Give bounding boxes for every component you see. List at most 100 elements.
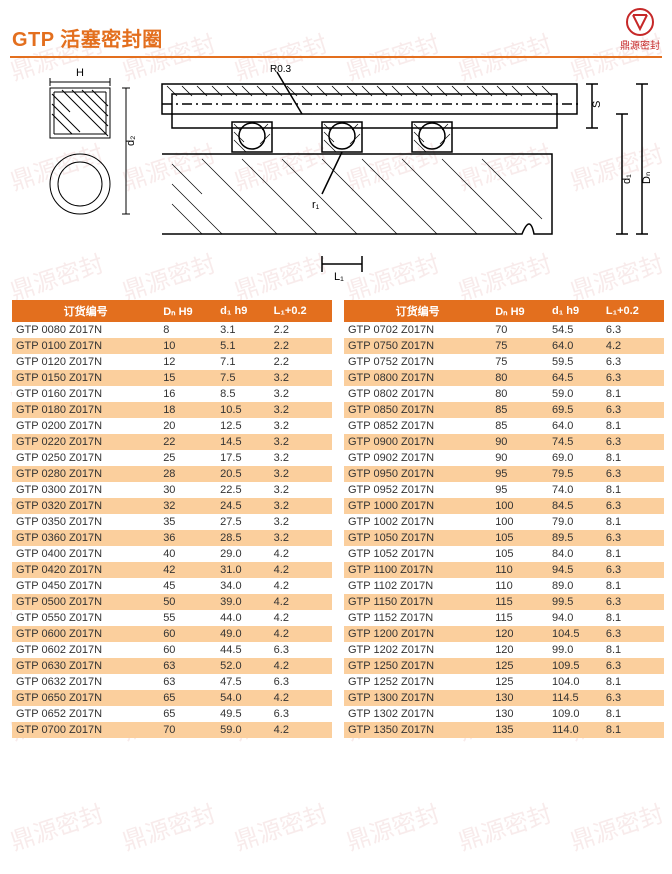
- cell-code: GTP 0320 Z017N: [12, 498, 159, 514]
- col-d1: d₁ h9: [548, 300, 602, 322]
- cell-l1: 6.3: [602, 402, 664, 418]
- table-row: GTP 1100 Z017N11094.56.3: [344, 562, 664, 578]
- table-row: GTP 0900 Z017N9074.56.3: [344, 434, 664, 450]
- table-row: GTP 0320 Z017N3224.53.2: [12, 498, 332, 514]
- table-row: GTP 0752 Z017N7559.56.3: [344, 354, 664, 370]
- cell-d1: 7.1: [216, 354, 270, 370]
- cell-dn: 18: [159, 402, 216, 418]
- table-row: GTP 0200 Z017N2012.53.2: [12, 418, 332, 434]
- cell-code: GTP 1152 Z017N: [344, 610, 491, 626]
- cell-l1: 3.2: [270, 530, 332, 546]
- table-row: GTP 1250 Z017N125109.56.3: [344, 658, 664, 674]
- table-row: GTP 0400 Z017N4029.04.2: [12, 546, 332, 562]
- cell-d1: 64.0: [548, 418, 602, 434]
- svg-text:Dₙ: Dₙ: [641, 172, 653, 184]
- cell-l1: 8.1: [602, 674, 664, 690]
- cell-l1: 3.2: [270, 466, 332, 482]
- cell-l1: 6.3: [602, 354, 664, 370]
- table-row: GTP 0600 Z017N6049.04.2: [12, 626, 332, 642]
- cell-code: GTP 0180 Z017N: [12, 402, 159, 418]
- cell-dn: 28: [159, 466, 216, 482]
- table-row: GTP 1002 Z017N10079.08.1: [344, 514, 664, 530]
- cell-d1: 74.5: [548, 434, 602, 450]
- cell-d1: 34.0: [216, 578, 270, 594]
- table-row: GTP 0750 Z017N7564.04.2: [344, 338, 664, 354]
- cell-d1: 84.0: [548, 546, 602, 562]
- cell-code: GTP 1000 Z017N: [344, 498, 491, 514]
- table-row: GTP 0160 Z017N168.53.2: [12, 386, 332, 402]
- table-row: GTP 0630 Z017N6352.04.2: [12, 658, 332, 674]
- cell-code: GTP 0750 Z017N: [344, 338, 491, 354]
- table-row: GTP 1302 Z017N130109.08.1: [344, 706, 664, 722]
- cell-d1: 69.5: [548, 402, 602, 418]
- cell-d1: 109.5: [548, 658, 602, 674]
- table-row: GTP 1000 Z017N10084.56.3: [344, 498, 664, 514]
- table-row: GTP 0250 Z017N2517.53.2: [12, 450, 332, 466]
- cell-d1: 99.0: [548, 642, 602, 658]
- cell-code: GTP 0702 Z017N: [344, 322, 491, 338]
- logo-icon: [626, 8, 654, 36]
- table-row: GTP 0700 Z017N7059.04.2: [12, 722, 332, 738]
- cell-code: GTP 0450 Z017N: [12, 578, 159, 594]
- cell-l1: 2.2: [270, 322, 332, 338]
- cell-code: GTP 1150 Z017N: [344, 594, 491, 610]
- cell-code: GTP 0550 Z017N: [12, 610, 159, 626]
- cell-dn: 95: [491, 466, 548, 482]
- cell-l1: 6.3: [602, 658, 664, 674]
- cell-l1: 6.3: [602, 466, 664, 482]
- cell-d1: 29.0: [216, 546, 270, 562]
- cell-dn: 10: [159, 338, 216, 354]
- technical-diagram: H d₂: [22, 64, 658, 296]
- cell-code: GTP 0850 Z017N: [344, 402, 491, 418]
- col-code: 订货编号: [12, 300, 159, 322]
- table-row: GTP 0500 Z017N5039.04.2: [12, 594, 332, 610]
- cell-dn: 115: [491, 610, 548, 626]
- cell-code: GTP 1250 Z017N: [344, 658, 491, 674]
- cell-d1: 3.1: [216, 322, 270, 338]
- cell-dn: 65: [159, 706, 216, 722]
- table-row: GTP 0850 Z017N8569.56.3: [344, 402, 664, 418]
- cell-l1: 4.2: [270, 690, 332, 706]
- cell-d1: 59.5: [548, 354, 602, 370]
- table-row: GTP 1350 Z017N135114.08.1: [344, 722, 664, 738]
- cell-dn: 130: [491, 690, 548, 706]
- table-row: GTP 0632 Z017N6347.56.3: [12, 674, 332, 690]
- cell-l1: 4.2: [602, 338, 664, 354]
- spec-tables: 订货编号 Dₙ H9 d₁ h9 L₁+0.2 GTP 0080 Z017N83…: [0, 300, 672, 746]
- page-title: GTP 活塞密封圈: [12, 23, 163, 52]
- cell-d1: 99.5: [548, 594, 602, 610]
- table-row: GTP 0702 Z017N7054.56.3: [344, 322, 664, 338]
- cell-code: GTP 0220 Z017N: [12, 434, 159, 450]
- cell-dn: 125: [491, 658, 548, 674]
- cell-d1: 49.0: [216, 626, 270, 642]
- cell-l1: 6.3: [602, 498, 664, 514]
- cell-d1: 12.5: [216, 418, 270, 434]
- col-dn: Dₙ H9: [491, 300, 548, 322]
- cell-l1: 6.3: [602, 594, 664, 610]
- col-code: 订货编号: [344, 300, 491, 322]
- cell-d1: 31.0: [216, 562, 270, 578]
- cell-code: GTP 1252 Z017N: [344, 674, 491, 690]
- table-row: GTP 1050 Z017N10589.56.3: [344, 530, 664, 546]
- cell-dn: 50: [159, 594, 216, 610]
- cell-dn: 8: [159, 322, 216, 338]
- cell-d1: 52.0: [216, 658, 270, 674]
- table-row: GTP 0350 Z017N3527.53.2: [12, 514, 332, 530]
- table-row: GTP 1200 Z017N120104.56.3: [344, 626, 664, 642]
- cell-d1: 47.5: [216, 674, 270, 690]
- cell-dn: 100: [491, 514, 548, 530]
- cell-l1: 8.1: [602, 514, 664, 530]
- cell-code: GTP 0350 Z017N: [12, 514, 159, 530]
- cell-dn: 60: [159, 626, 216, 642]
- cell-dn: 45: [159, 578, 216, 594]
- cell-d1: 59.0: [216, 722, 270, 738]
- cell-l1: 3.2: [270, 514, 332, 530]
- cell-code: GTP 0852 Z017N: [344, 418, 491, 434]
- table-row: GTP 0150 Z017N157.53.2: [12, 370, 332, 386]
- cell-dn: 15: [159, 370, 216, 386]
- cell-code: GTP 1300 Z017N: [344, 690, 491, 706]
- table-row: GTP 0950 Z017N9579.56.3: [344, 466, 664, 482]
- cell-dn: 130: [491, 706, 548, 722]
- table-row: GTP 0220 Z017N2214.53.2: [12, 434, 332, 450]
- table-row: GTP 0120 Z017N127.12.2: [12, 354, 332, 370]
